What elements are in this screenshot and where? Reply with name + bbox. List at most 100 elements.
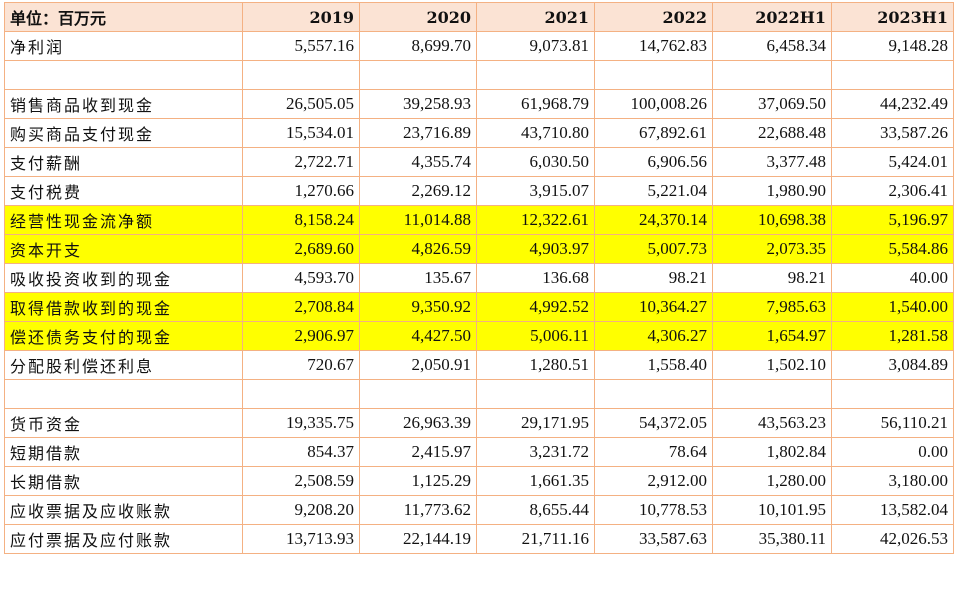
value-cell: 2,689.60 [242, 234, 360, 264]
row-label-cell: 短期借款 [4, 437, 243, 467]
value-cell: 22,144.19 [359, 524, 477, 554]
table-row: 分配股利偿还利息 720.67 2,050.91 1,280.51 1,558.40 1,… [4, 350, 954, 380]
value-cell: 35,380.11 [712, 524, 832, 554]
header-year-cell: 2022H1 [712, 2, 832, 32]
value-cell [359, 379, 477, 409]
value-cell: 2,415.97 [359, 437, 477, 467]
table-row: 净利润 5,557.16 8,699.70 9,073.81 14,762.83 6,45… [4, 31, 954, 61]
value-cell: 10,778.53 [594, 495, 713, 525]
value-cell: 14,762.83 [594, 31, 713, 61]
value-cell: 5,007.73 [594, 234, 713, 264]
value-cell: 98.21 [594, 263, 713, 293]
row-label-cell: 净利润 [4, 31, 243, 61]
value-cell: 1,502.10 [712, 350, 832, 380]
table-row: 偿还债务支付的现金 2,906.97 4,427.50 5,006.11 4,306.2… [4, 321, 954, 351]
header-year-cell: 2019 [242, 2, 360, 32]
value-cell: 8,699.70 [359, 31, 477, 61]
value-cell: 9,148.28 [831, 31, 954, 61]
row-label-cell: 资本开支 [4, 234, 243, 264]
value-cell: 2,912.00 [594, 466, 713, 496]
value-cell [712, 379, 832, 409]
value-cell: 40.00 [831, 263, 954, 293]
value-cell: 4,593.70 [242, 263, 360, 293]
table-row: 支付税费 1,270.66 2,269.12 3,915.07 5,221.04 1,98… [4, 176, 954, 206]
value-cell: 44,232.49 [831, 89, 954, 119]
value-cell: 56,110.21 [831, 408, 954, 438]
value-cell: 1,558.40 [594, 350, 713, 380]
value-cell: 22,688.48 [712, 118, 832, 148]
row-label-cell [4, 60, 243, 90]
value-cell: 4,903.97 [476, 234, 595, 264]
table-row: 支付薪酬 2,722.71 4,355.74 6,030.50 6,906.56 3,37… [4, 147, 954, 177]
value-cell: 21,711.16 [476, 524, 595, 554]
value-cell: 5,221.04 [594, 176, 713, 206]
value-cell: 11,014.88 [359, 205, 477, 235]
value-cell: 3,377.48 [712, 147, 832, 177]
value-cell: 2,269.12 [359, 176, 477, 206]
value-cell: 23,716.89 [359, 118, 477, 148]
value-cell: 3,915.07 [476, 176, 595, 206]
value-cell: 15,534.01 [242, 118, 360, 148]
table-row: 应收票据及应收账款 9,208.20 11,773.62 8,655.44 10,778… [4, 495, 954, 525]
value-cell [242, 60, 360, 90]
value-cell: 1,654.97 [712, 321, 832, 351]
value-cell: 13,713.93 [242, 524, 360, 554]
header-unit-cell: 单位：百万元 [4, 2, 243, 32]
value-cell: 100,008.26 [594, 89, 713, 119]
row-label-cell: 吸收投资收到的现金 [4, 263, 243, 293]
value-cell: 5,196.97 [831, 205, 954, 235]
table-row: 经营性现金流净额 8,158.24 11,014.88 12,322.61 24,370… [4, 205, 954, 235]
value-cell: 2,906.97 [242, 321, 360, 351]
table-row: 货币资金 19,335.75 26,963.39 29,171.95 54,372.05… [4, 408, 954, 438]
value-cell: 854.37 [242, 437, 360, 467]
value-cell: 1,280.00 [712, 466, 832, 496]
value-cell: 720.67 [242, 350, 360, 380]
row-label-cell: 应收票据及应收账款 [4, 495, 243, 525]
financial-table-container: 单位：百万元 2019 2020 2021 2022 2022H1 2023H1… [4, 2, 954, 554]
value-cell: 135.67 [359, 263, 477, 293]
financial-table: 单位：百万元 2019 2020 2021 2022 2022H1 2023H1… [4, 2, 954, 554]
row-label-cell: 支付薪酬 [4, 147, 243, 177]
value-cell: 1,661.35 [476, 466, 595, 496]
value-cell: 6,458.34 [712, 31, 832, 61]
value-cell: 26,963.39 [359, 408, 477, 438]
value-cell: 61,968.79 [476, 89, 595, 119]
value-cell: 5,006.11 [476, 321, 595, 351]
value-cell: 136.68 [476, 263, 595, 293]
value-cell: 26,505.05 [242, 89, 360, 119]
value-cell: 2,508.59 [242, 466, 360, 496]
value-cell: 4,826.59 [359, 234, 477, 264]
value-cell [594, 379, 713, 409]
table-spacer-row [4, 379, 954, 409]
value-cell: 1,540.00 [831, 292, 954, 322]
value-cell: 1,802.84 [712, 437, 832, 467]
value-cell: 5,557.16 [242, 31, 360, 61]
header-year-cell: 2022 [594, 2, 713, 32]
value-cell: 11,773.62 [359, 495, 477, 525]
value-cell: 1,270.66 [242, 176, 360, 206]
table-row: 取得借款收到的现金 2,708.84 9,350.92 4,992.52 10,364.… [4, 292, 954, 322]
value-cell: 12,322.61 [476, 205, 595, 235]
table-header-row: 单位：百万元 2019 2020 2021 2022 2022H1 2023H1 [4, 2, 954, 32]
header-year-cell: 2021 [476, 2, 595, 32]
value-cell: 1,280.51 [476, 350, 595, 380]
value-cell: 1,125.29 [359, 466, 477, 496]
value-cell: 10,364.27 [594, 292, 713, 322]
table-row: 吸收投资收到的现金 4,593.70 135.67 136.68 98.21 98.21 4… [4, 263, 954, 293]
value-cell: 1,980.90 [712, 176, 832, 206]
value-cell: 33,587.63 [594, 524, 713, 554]
row-label-cell: 偿还债务支付的现金 [4, 321, 243, 351]
row-label-cell: 经营性现金流净额 [4, 205, 243, 235]
value-cell [712, 60, 832, 90]
value-cell: 8,158.24 [242, 205, 360, 235]
value-cell: 33,587.26 [831, 118, 954, 148]
row-label-cell: 货币资金 [4, 408, 243, 438]
row-label-cell: 购买商品支付现金 [4, 118, 243, 148]
table-spacer-row [4, 60, 954, 90]
value-cell: 24,370.14 [594, 205, 713, 235]
value-cell: 5,584.86 [831, 234, 954, 264]
value-cell: 2,073.35 [712, 234, 832, 264]
value-cell: 4,355.74 [359, 147, 477, 177]
table-row: 长期借款 2,508.59 1,125.29 1,661.35 2,912.00 1,28… [4, 466, 954, 496]
table-row: 资本开支 2,689.60 4,826.59 4,903.97 5,007.73 2,07… [4, 234, 954, 264]
